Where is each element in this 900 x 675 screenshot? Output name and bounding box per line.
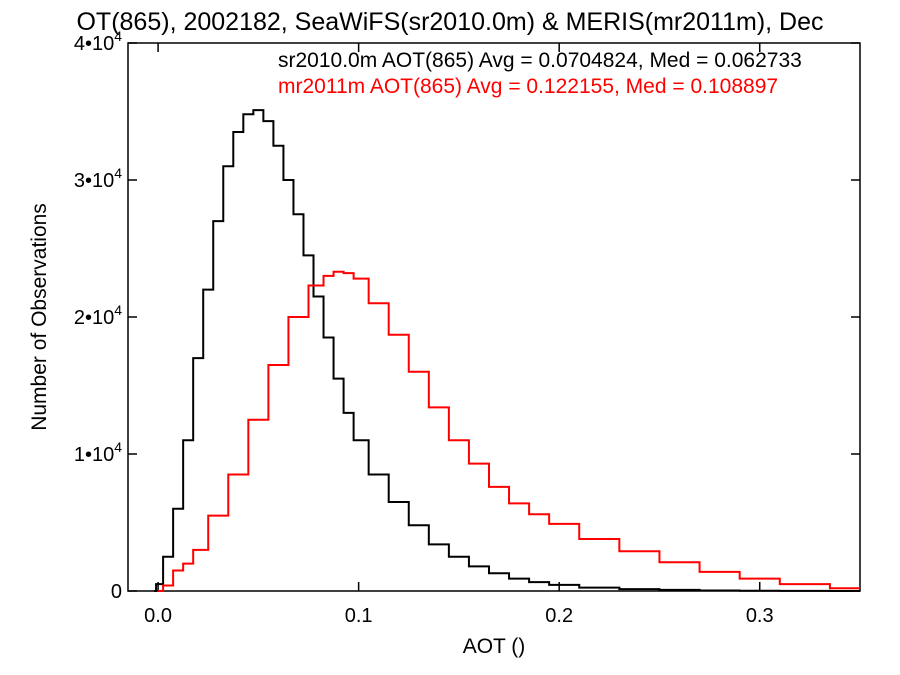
x-tick-label: 0.3 bbox=[746, 605, 774, 627]
chart-title: OT(865), 2002182, SeaWiFS(sr2010.0m) & M… bbox=[76, 8, 823, 36]
x-axis-label: AOT () bbox=[463, 635, 526, 658]
y-tick-mantissa: 2•10 bbox=[74, 307, 114, 329]
x-tick-label: 0.0 bbox=[144, 605, 172, 627]
annotation-series-2-stats: mr2011m AOT(865) Avg = 0.122155, Med = 0… bbox=[278, 75, 778, 98]
series-1-line bbox=[154, 109, 860, 592]
y-tick-mantissa: 1•10 bbox=[74, 444, 114, 466]
x-tick-label: 0.1 bbox=[345, 605, 373, 627]
y-tick-label: 4•104 bbox=[74, 28, 122, 55]
y-tick-exponent: 4 bbox=[114, 165, 122, 181]
y-tick-mantissa: 3•10 bbox=[74, 170, 114, 192]
plot-frame bbox=[127, 42, 861, 592]
y-tick-label: 3•104 bbox=[74, 165, 122, 192]
x-axis-ticks: 0.0 0.1 0.2 0.3 bbox=[144, 43, 774, 627]
series-2-line bbox=[158, 270, 860, 592]
y-tick-mantissa: 0 bbox=[111, 581, 122, 603]
x-tick-label: 0.2 bbox=[545, 605, 573, 627]
y-tick-exponent: 4 bbox=[114, 28, 122, 44]
annotation-series-1-stats: sr2010.0m AOT(865) Avg = 0.0704824, Med … bbox=[278, 49, 802, 72]
y-axis-label: Number of Observations bbox=[28, 203, 51, 431]
y-tick-label: 0 bbox=[111, 581, 122, 603]
y-tick-exponent: 4 bbox=[114, 439, 122, 455]
y-tick-label: 1•104 bbox=[74, 439, 122, 466]
y-tick-exponent: 4 bbox=[114, 302, 122, 318]
y-tick-mantissa: 4•10 bbox=[74, 33, 114, 55]
series-layer bbox=[154, 109, 860, 592]
y-tick-label: 2•104 bbox=[74, 302, 122, 329]
